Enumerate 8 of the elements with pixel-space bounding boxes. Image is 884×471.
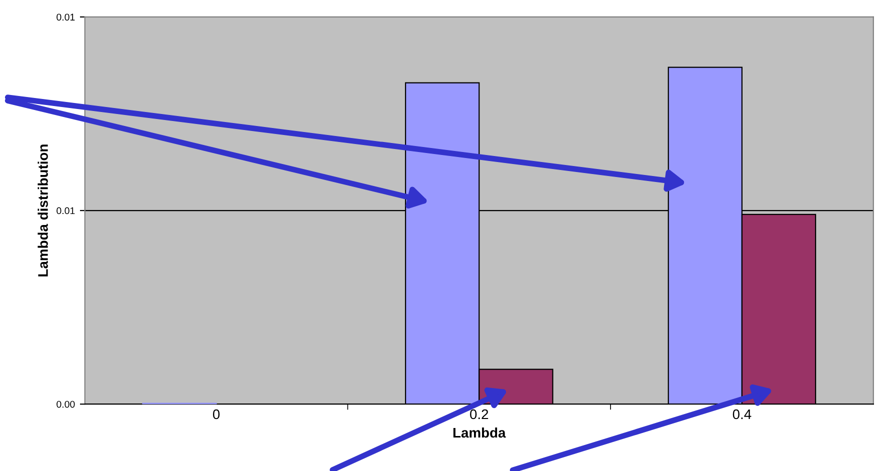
y-axis-title: Lambda distribution bbox=[38, 144, 48, 276]
x-axis-title: Lambda bbox=[453, 427, 506, 438]
x-tick-label: 0 bbox=[212, 409, 220, 420]
x-tick-label: 0.2 bbox=[470, 409, 488, 420]
y-tick-label: 0.01 bbox=[56, 207, 75, 214]
y-tick-label: 0.00 bbox=[56, 400, 75, 408]
y-tick-label: 0.01 bbox=[56, 14, 75, 21]
x-tick-label: 0.4 bbox=[732, 409, 752, 420]
